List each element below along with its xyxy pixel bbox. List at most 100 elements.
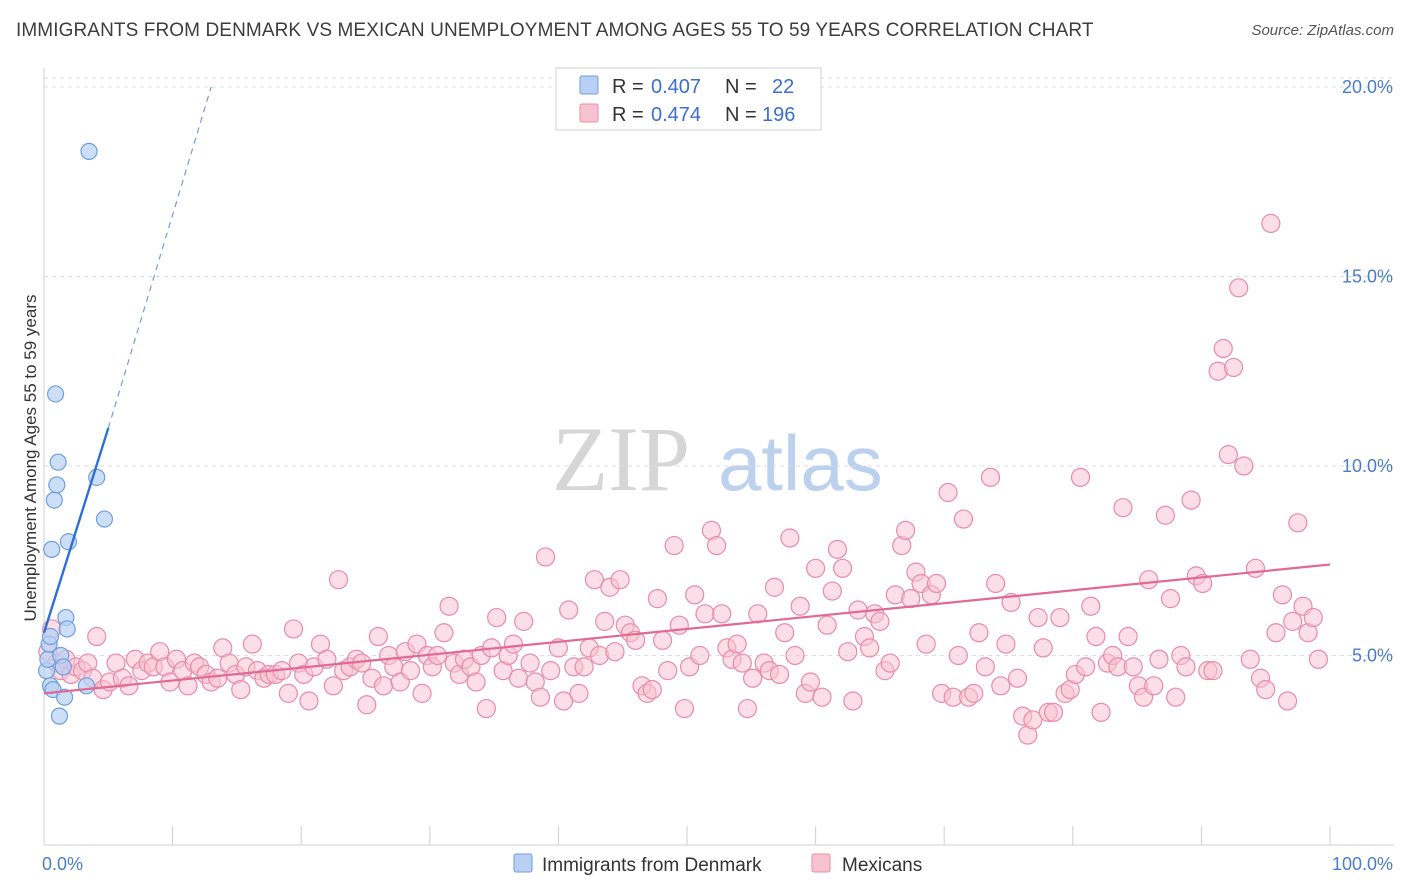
mexicans-point-182	[1028, 607, 1048, 628]
watermark: ZIP atlas	[552, 408, 883, 510]
legend-swatch-denmark	[579, 75, 599, 95]
mexicans-point-206	[1155, 505, 1175, 525]
mexicans-point-221	[1234, 456, 1254, 476]
denmark-point-5	[43, 540, 61, 558]
mexicans-point-50	[323, 676, 343, 696]
mexicans-point-173	[980, 467, 1001, 487]
mexicans-point-141	[812, 687, 832, 707]
mexicans-point-186	[1050, 607, 1070, 628]
mexicans-point-109	[642, 679, 662, 700]
legend-n-label-2: N =	[725, 104, 757, 126]
mexicans-point-88	[530, 687, 550, 707]
mexicans-point-208	[1166, 687, 1186, 707]
mexicans-point-70	[434, 623, 454, 643]
mexicans-point-56	[357, 695, 377, 715]
mexicans-point-203	[1139, 570, 1159, 590]
denmark-point-3	[41, 627, 60, 646]
legend-r-label-2: R =	[612, 104, 644, 126]
mexicans-point-71	[439, 596, 459, 616]
mexicans-point-176	[996, 634, 1016, 654]
y-axis-label: Unemployment Among Ages 55 to 59 years	[21, 295, 40, 622]
bottom-legend-swatch-mexicans	[811, 853, 831, 873]
legend-box	[555, 67, 822, 131]
mexicans-point-139	[800, 672, 821, 692]
mexicans-point-135	[780, 528, 800, 548]
mexicans-point-132	[764, 577, 785, 597]
denmark-point-8	[46, 385, 65, 403]
mexicans-point-46	[299, 691, 319, 711]
mexicans-point-121	[706, 535, 727, 556]
denmark-point-11	[50, 707, 69, 725]
mexicans-point-58	[368, 626, 388, 647]
bottom-legend-label-mexicans: Mexicans	[842, 855, 922, 876]
trend-lines	[42, 86, 1331, 695]
mexicans-point-199	[1118, 626, 1138, 647]
mexicans-point-211	[1181, 490, 1201, 510]
mexicans-point-145	[833, 558, 853, 578]
mexicans-point-231	[1288, 513, 1308, 533]
mexicans-point-59	[373, 676, 394, 696]
mexicans-point-204	[1144, 676, 1164, 696]
mexicans-point-117	[685, 585, 705, 605]
mexicans-point-167	[948, 645, 968, 666]
denmark-point-16	[58, 620, 76, 638]
mexicans-point-170	[964, 683, 984, 703]
mexicans-point-95	[569, 683, 589, 703]
mexicans-point-91	[548, 638, 569, 658]
mexicans-point-152	[870, 611, 890, 631]
mexicans-point-43	[283, 619, 304, 639]
legend-swatch-mexicans	[579, 103, 599, 123]
top-legend: R = 0.407 N = 22 R = 0.474 N = 196	[555, 67, 822, 131]
mexicans-point-111	[652, 630, 673, 650]
mexicans-point-217	[1213, 338, 1233, 359]
watermark-zip: ZIP	[552, 408, 690, 510]
mexicans-point-218	[1218, 445, 1239, 465]
mexicans-point-110	[647, 589, 668, 609]
mexicans-point-112	[658, 661, 678, 681]
mexicans-point-220	[1229, 278, 1249, 298]
denmark-point-19	[80, 142, 98, 160]
legend-n-label-1: N =	[725, 76, 757, 98]
mexicans-point-64	[400, 661, 421, 681]
mexicans-point-210	[1176, 657, 1196, 677]
denmark-point-13	[54, 658, 72, 676]
mexicans-point-161	[916, 634, 936, 654]
denmark-point-10	[49, 453, 67, 471]
mexicans-point-178	[1007, 668, 1028, 688]
mexicans-point-140	[805, 558, 826, 578]
legend-r-value-1: 0.407	[651, 76, 701, 98]
denmark-points	[37, 142, 114, 725]
mexicans-point-207	[1160, 589, 1181, 609]
mexicans-point-154	[880, 653, 900, 673]
mexicans-point-34	[231, 679, 251, 700]
y-tick-label-0: 5.0%	[1352, 645, 1393, 665]
mexicans-point-147	[843, 691, 863, 711]
mexicans-point-136	[785, 645, 805, 666]
mexicans-point-200	[1123, 657, 1143, 677]
mexicans-point-127	[737, 698, 758, 719]
mexicans-point-76	[466, 672, 486, 692]
bottom-legend-label-denmark: Immigrants from Denmark	[542, 855, 762, 876]
mexicans-point-222	[1240, 649, 1260, 669]
legend-r-label-1: R =	[612, 76, 644, 98]
mexicans-point-205	[1149, 649, 1169, 669]
mexicans-point-228	[1272, 585, 1293, 605]
mexicans-point-183	[1033, 638, 1053, 658]
denmark-trend-line	[42, 427, 110, 634]
mexicans-point-150	[860, 638, 880, 658]
mexicans-point-85	[514, 611, 534, 631]
mexicans-point-103	[610, 570, 630, 590]
mexicans-point-227	[1266, 623, 1286, 643]
mexicans-point-86	[520, 653, 540, 673]
axes	[43, 68, 1394, 846]
tick-labels: 5.0% 10.0% 15.0% 20.0% 0.0% 100.0%	[42, 77, 1393, 874]
y-tick-label-1: 10.0%	[1342, 456, 1393, 476]
legend-n-value-1: 22	[772, 76, 794, 98]
mexicans-point-134	[775, 623, 795, 643]
mexicans-point-190	[1070, 467, 1091, 487]
x-tick-label-0: 0.0%	[42, 854, 83, 874]
mexicans-point-148	[848, 600, 868, 620]
mexicans-point-83	[503, 634, 523, 654]
bottom-legend-swatch-denmark	[513, 853, 533, 873]
mexicans-point-198	[1113, 498, 1133, 518]
